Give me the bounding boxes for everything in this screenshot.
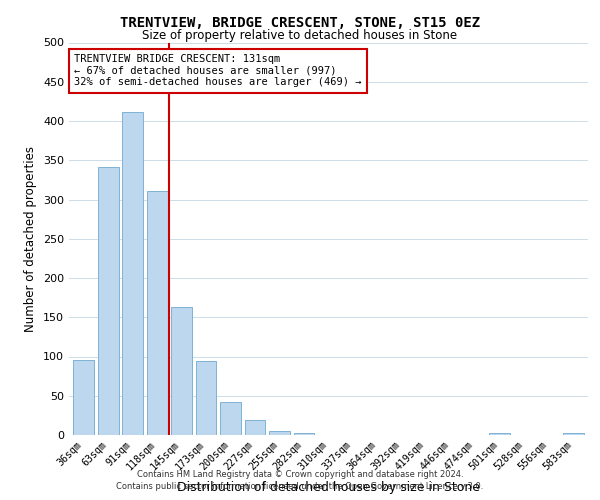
Bar (147, 191, 167, 435)
Bar (490, 432, 510, 435)
Bar (293, 432, 314, 435)
Text: TRENTVIEW BRIDGE CRESCENT: 131sqm
← 67% of detached houses are smaller (997)
32%: TRENTVIEW BRIDGE CRESCENT: 131sqm ← 67% … (74, 54, 362, 88)
Bar (220, 402, 241, 435)
Text: Size of property relative to detached houses in Stone: Size of property relative to detached ho… (142, 29, 458, 42)
Bar (98, 168, 119, 435)
Bar (73, 360, 94, 435)
Bar (122, 112, 143, 435)
Bar (245, 420, 265, 435)
Bar (196, 361, 217, 435)
Text: Contains public sector information licensed under the Open Government Licence v.: Contains public sector information licen… (116, 482, 484, 491)
Text: TRENTVIEW, BRIDGE CRESCENT, STONE, ST15 0EZ: TRENTVIEW, BRIDGE CRESCENT, STONE, ST15 … (120, 16, 480, 30)
Bar (269, 431, 290, 435)
X-axis label: Distribution of detached houses by size in Stone: Distribution of detached houses by size … (177, 480, 480, 494)
Bar (563, 432, 584, 435)
Y-axis label: Number of detached properties: Number of detached properties (25, 146, 37, 332)
Bar (171, 307, 192, 435)
Text: Contains HM Land Registry data © Crown copyright and database right 2024.: Contains HM Land Registry data © Crown c… (137, 470, 463, 479)
